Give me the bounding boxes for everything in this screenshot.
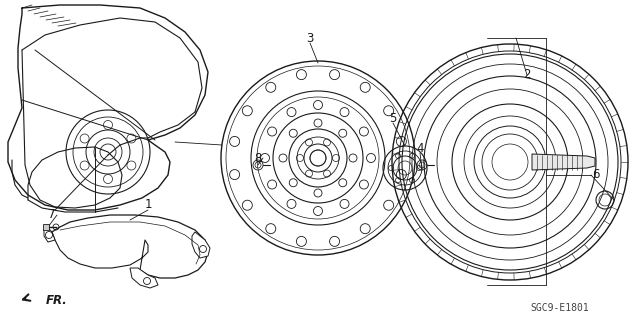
Polygon shape xyxy=(130,268,158,288)
Text: SGC9-E1801: SGC9-E1801 xyxy=(531,303,589,313)
Text: 2: 2 xyxy=(524,69,531,81)
Text: 6: 6 xyxy=(592,168,600,182)
Text: 1: 1 xyxy=(144,198,152,211)
Text: FR.: FR. xyxy=(46,294,68,308)
Text: 5: 5 xyxy=(389,112,397,124)
Text: 8: 8 xyxy=(254,152,262,165)
Polygon shape xyxy=(43,224,49,230)
Text: 4: 4 xyxy=(416,142,424,154)
Polygon shape xyxy=(192,232,210,258)
Polygon shape xyxy=(532,154,595,170)
Text: 7: 7 xyxy=(48,209,56,221)
Text: 3: 3 xyxy=(307,32,314,44)
Polygon shape xyxy=(44,228,55,242)
